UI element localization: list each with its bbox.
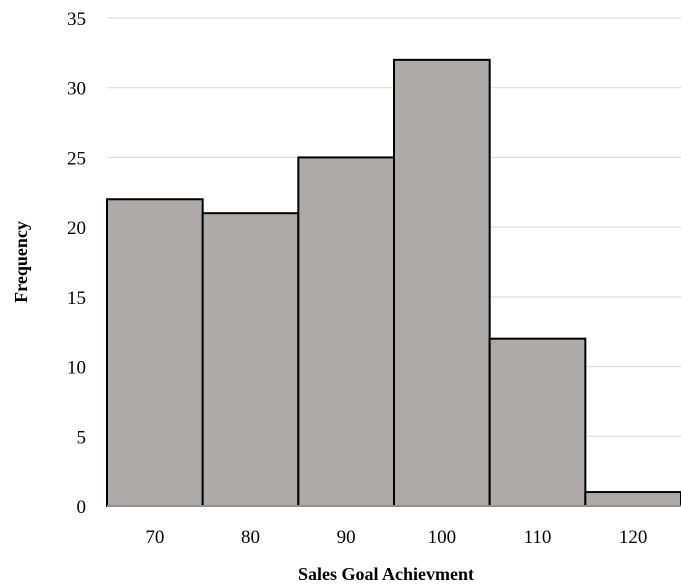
x-tick-label: 120 (619, 527, 648, 548)
x-tick-label: 80 (241, 527, 260, 548)
bar-110 (488, 337, 587, 507)
y-axis-title: Frequency (11, 221, 31, 303)
y-tick-label: 10 (67, 358, 86, 379)
bars (106, 58, 681, 508)
x-tick-label: 100 (428, 527, 457, 548)
y-tick-label: 25 (67, 148, 86, 169)
bar-70 (106, 198, 204, 507)
y-tick-label: 15 (67, 288, 86, 309)
y-tick-label: 30 (67, 79, 86, 100)
bar-80 (201, 212, 300, 507)
bar-90 (297, 156, 396, 508)
y-tick-label: 5 (77, 427, 87, 448)
y-tick-label: 0 (77, 497, 87, 518)
x-tick-label: 110 (524, 527, 552, 548)
y-tick-label: 35 (67, 9, 86, 30)
bar-120 (584, 491, 681, 507)
x-tick-label: 90 (337, 527, 356, 548)
y-axis-ticks: 0 5 10 15 20 25 30 35 (67, 9, 86, 518)
bar-100 (393, 58, 491, 507)
x-tick-label: 70 (145, 527, 164, 548)
y-tick-label: 20 (67, 218, 86, 239)
x-axis-title: Sales Goal Achievment (298, 564, 474, 584)
x-axis-ticks: 70 80 90 100 110 120 (145, 527, 647, 548)
